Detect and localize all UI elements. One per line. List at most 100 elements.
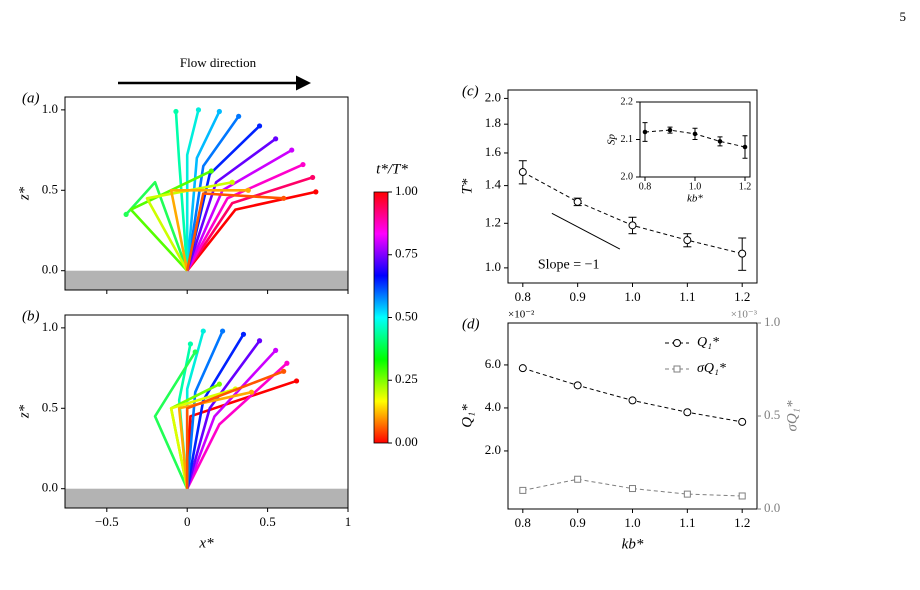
- y-tick-label: 1.0: [485, 259, 501, 274]
- legend-marker: [673, 339, 681, 347]
- y-tick-label: 2.2: [621, 96, 634, 107]
- y-tick-label: 2.0: [621, 171, 634, 182]
- slope-label: Slope = −1: [538, 257, 600, 272]
- y2-tick-label: 0.00: [395, 434, 418, 449]
- filament: [185, 110, 221, 271]
- x-tick-label: 1.0: [624, 515, 640, 530]
- data-point: [519, 486, 527, 494]
- data-point: [683, 490, 691, 498]
- y2-tick-label: 0.0: [764, 500, 780, 515]
- filament: [185, 109, 200, 271]
- filament-tip: [195, 107, 202, 113]
- filament: [186, 362, 288, 490]
- data-point: [574, 475, 582, 483]
- series-line: [522, 367, 743, 423]
- filament: [185, 115, 240, 271]
- data-point: [642, 129, 648, 135]
- filament-tip: [200, 328, 206, 334]
- trend-line: [522, 171, 743, 255]
- filament-tip: [245, 187, 251, 193]
- slope-line: [551, 212, 621, 250]
- y2-tick-label: 0.50: [395, 308, 418, 323]
- data-point: [742, 144, 748, 150]
- data-point: [683, 408, 692, 417]
- filament: [185, 137, 277, 272]
- y2-tick-label: 1.00: [395, 183, 418, 198]
- colorbar: [373, 191, 389, 444]
- y-tick-label: 2.0: [485, 442, 501, 457]
- x-tick-label: 1.2: [734, 515, 750, 530]
- ground: [65, 270, 348, 290]
- filament-tip: [293, 378, 300, 384]
- y-axis-label: Sp: [606, 134, 618, 146]
- data-point: [628, 221, 637, 230]
- data-point: [628, 396, 637, 405]
- y2-tick-label: 0.25: [395, 371, 418, 386]
- y-tick-label: 1.0: [42, 319, 58, 334]
- panel-label: (b): [22, 308, 40, 324]
- filament: [185, 333, 245, 489]
- x-tick-label: 0.8: [639, 181, 652, 192]
- filament-tip: [240, 331, 247, 337]
- x-tick-label: 0.9: [570, 515, 586, 530]
- axes-frame: [507, 322, 758, 510]
- filament-tip: [256, 123, 263, 129]
- legend-label: Q₁*: [697, 335, 719, 350]
- filament-tip: [219, 328, 226, 334]
- filament: [169, 188, 249, 271]
- filament: [129, 169, 212, 272]
- filament-tip: [281, 368, 287, 374]
- page-number: 5: [900, 9, 907, 24]
- axes-frame: [64, 96, 349, 291]
- filament-tip: [192, 349, 198, 355]
- y-axis-label: T*: [459, 178, 475, 194]
- filament: [153, 351, 197, 490]
- y-axis-label: z*: [16, 186, 32, 201]
- y-tick-label: 4.0: [485, 399, 501, 414]
- y-axis-label: Q₁*: [459, 404, 475, 428]
- y-tick-label: 2.1: [621, 134, 634, 145]
- y-tick-label: 6.0: [485, 356, 501, 371]
- filament: [125, 180, 189, 272]
- filament: [185, 330, 224, 489]
- x-tick-label: 0: [184, 514, 191, 529]
- y2-tick-label: 1.0: [764, 314, 780, 329]
- data-point: [667, 127, 673, 133]
- flow-label: Flow direction: [180, 55, 257, 70]
- filament-tip: [236, 113, 242, 119]
- x-tick-label: 1.0: [624, 289, 640, 304]
- x-tick-label: −0.5: [95, 514, 119, 529]
- y-tick-label: 0.0: [42, 262, 58, 277]
- legend-label: σQ₁*: [697, 361, 726, 376]
- y-tick-label: 1.2: [485, 214, 501, 229]
- data-point: [629, 485, 636, 493]
- data-point: [738, 417, 747, 426]
- filament-tip: [173, 108, 179, 115]
- filament-tip: [313, 189, 319, 195]
- data-point: [573, 381, 582, 390]
- data-point: [518, 364, 527, 373]
- filament: [186, 190, 317, 272]
- data-point: [738, 492, 746, 500]
- filament: [185, 370, 285, 489]
- y-tick-label: 1.0: [42, 101, 58, 116]
- y-tick-label: 1.6: [485, 144, 502, 159]
- series-line: [522, 478, 743, 497]
- filament: [185, 349, 277, 490]
- x-tick-label: 1.0: [689, 181, 702, 192]
- x-tick-label: 0.9: [570, 289, 586, 304]
- x-tick-label: 1.2: [734, 289, 750, 304]
- y-axis-label: z*: [16, 404, 32, 419]
- x-tick-label: 1.1: [679, 515, 695, 530]
- data-point: [738, 249, 747, 258]
- filament-tip: [273, 136, 279, 142]
- filament-tip: [248, 389, 255, 395]
- filament-tip: [187, 341, 194, 347]
- filament: [185, 339, 261, 490]
- ground: [65, 488, 348, 508]
- filament-tip: [284, 360, 290, 366]
- data-point: [683, 236, 692, 245]
- filament: [186, 176, 314, 272]
